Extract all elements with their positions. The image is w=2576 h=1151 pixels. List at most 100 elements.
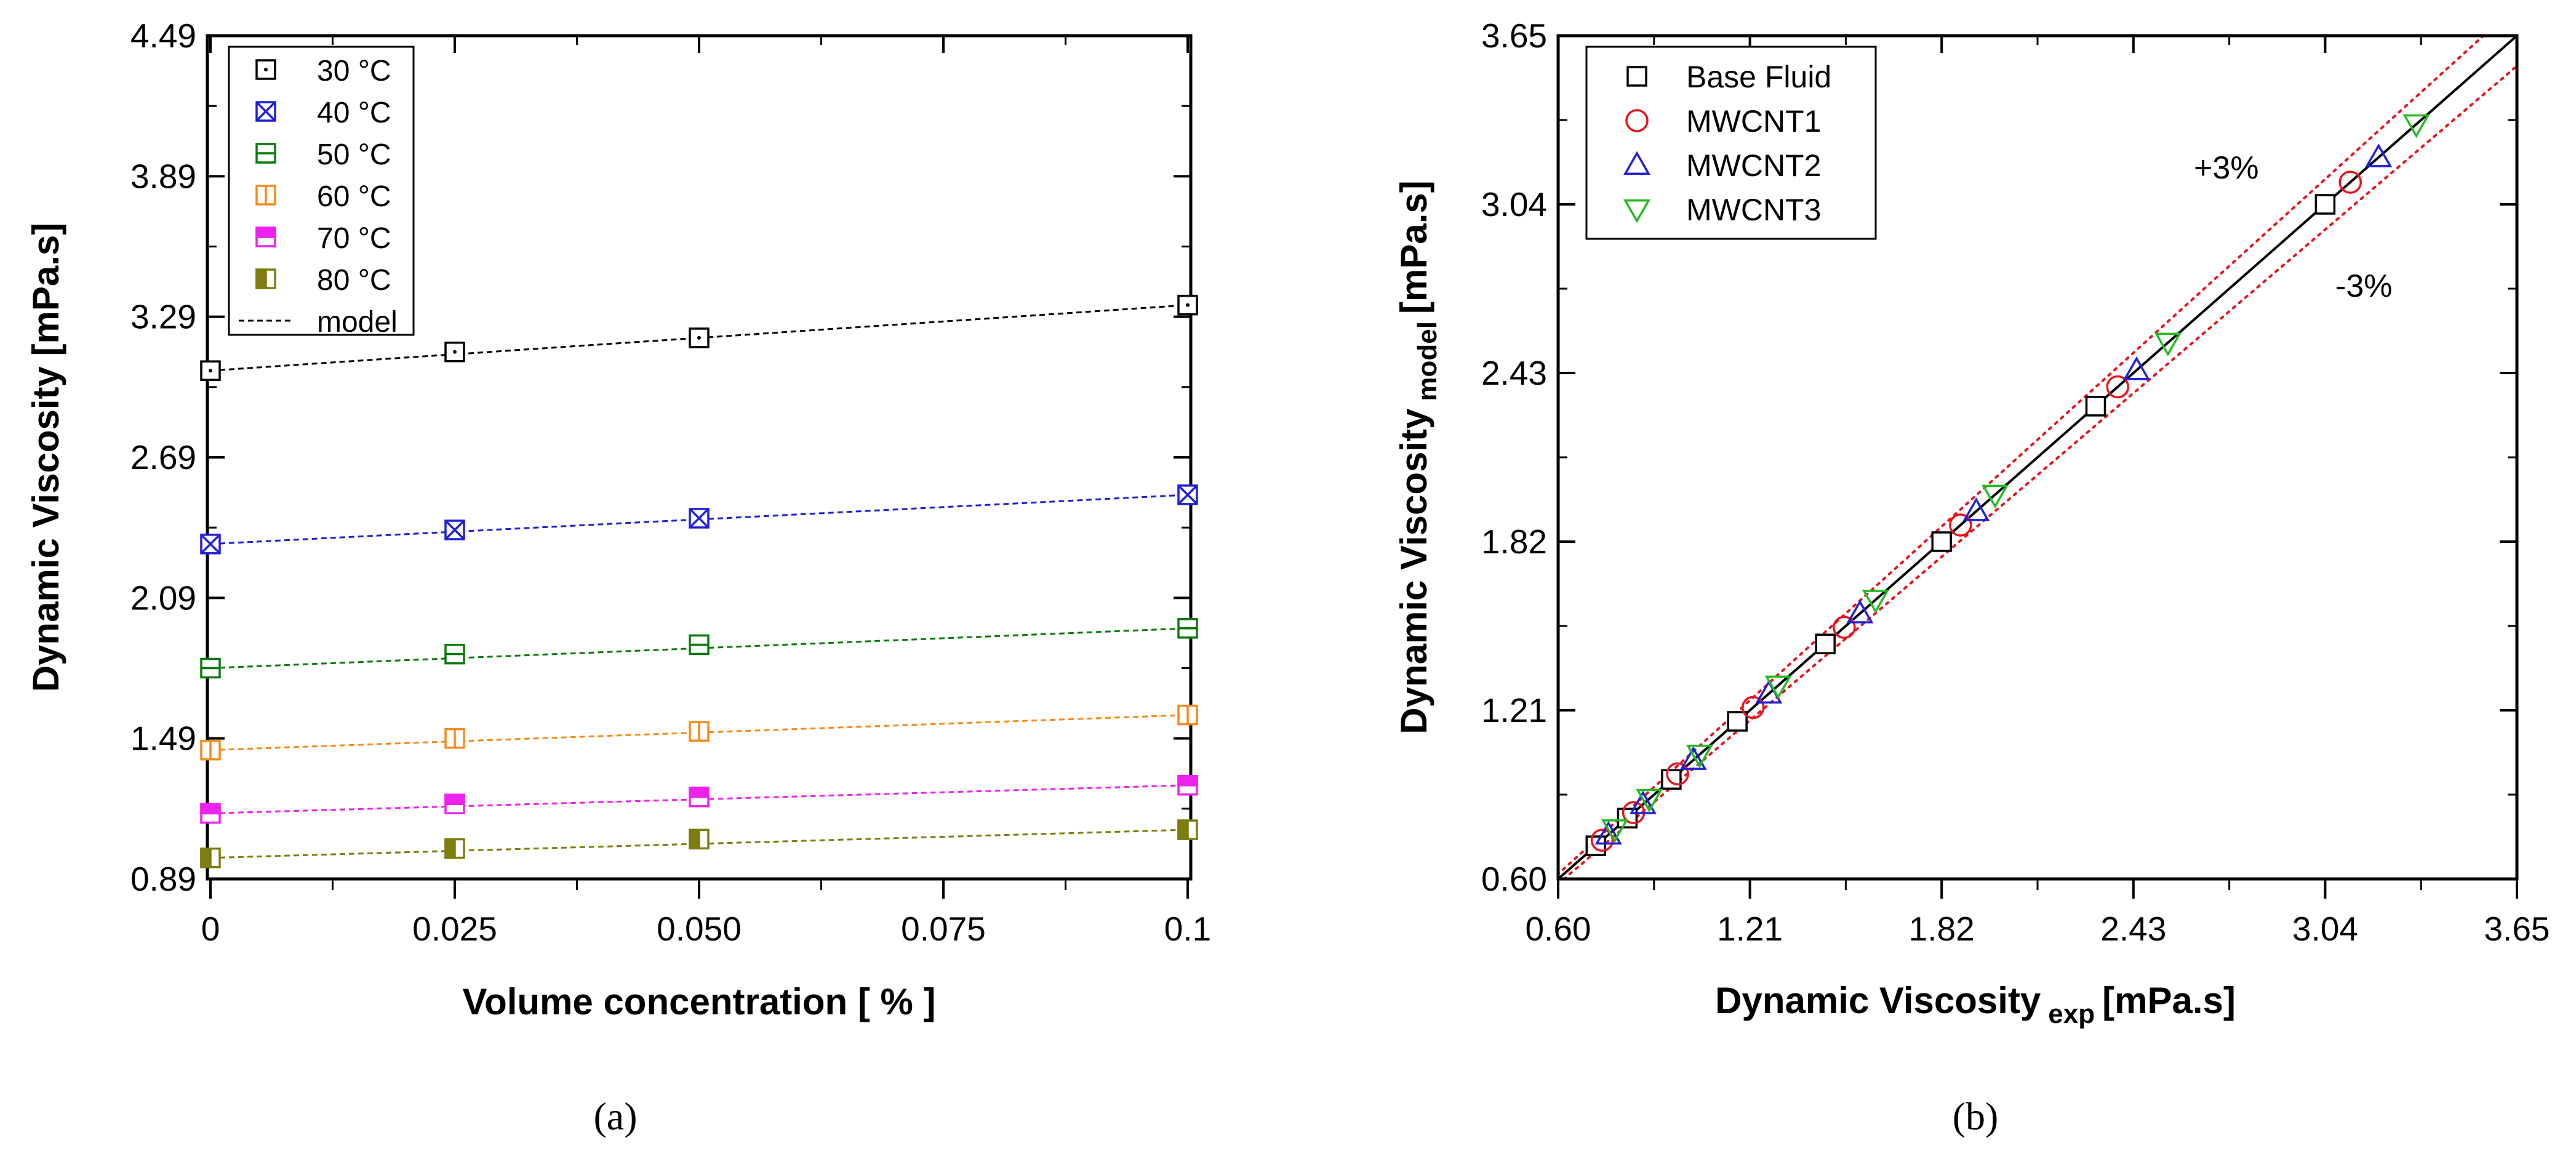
x-tick-label-a: 0.075 [901, 910, 986, 948]
panel-label-a: (a) [593, 1094, 637, 1138]
data-point [1629, 790, 1657, 814]
y-axis-label-b-unit: [mPa.s] [1393, 180, 1434, 314]
marker-triangle [2365, 143, 2393, 167]
marker-square [1617, 808, 1638, 828]
data-point [2122, 356, 2150, 380]
marker-triangle [1686, 744, 1713, 769]
legend-label: MWCNT2 [1686, 148, 1821, 183]
marker-triangle [1601, 819, 1628, 843]
ticks-a: 0.89 1.49 2.09 2.69 3.29 3.89 4.49 0 0.025 0.050 0… [130, 17, 1211, 948]
y-tick-label-a: 1.49 [130, 720, 196, 758]
legend-marker [255, 59, 276, 80]
data-point [1177, 775, 1198, 796]
data-point [200, 657, 221, 679]
model-line [210, 627, 1188, 669]
marker-triangle [1962, 497, 1990, 521]
y-axis-label-b: Dynamic Viscosity model [mPa.s] [1393, 180, 1442, 734]
x-tick-label-b: 0.60 [1525, 910, 1591, 948]
model-line [210, 784, 1188, 814]
marker-fill [255, 268, 267, 289]
data-point [444, 643, 465, 665]
legend-marker [1623, 151, 1651, 175]
y-tick-label-b: 0.60 [1481, 860, 1547, 898]
x-tick-label-a: 0 [201, 910, 220, 948]
marker-circle [2106, 375, 2130, 399]
data-point [1931, 531, 1952, 552]
marker-fill [200, 848, 212, 868]
data-point [1982, 484, 2009, 509]
marker-dot [453, 350, 457, 354]
data-point [1601, 819, 1628, 843]
y-tick-label-b: 3.65 [1481, 17, 1547, 55]
band-label-plus: +3% [2194, 150, 2259, 186]
legend-marker [1625, 109, 1649, 132]
legend-b: Base Fluid MWCNT1 MWCNT2 MWCNT3 [1585, 46, 1877, 240]
y-axis-label-b-main: Dynamic Viscosity [1393, 408, 1434, 734]
plot-area-frame-b [1556, 34, 2519, 881]
y-tick-label-a: 4.49 [130, 17, 196, 55]
marker-fill [1177, 775, 1198, 787]
x-axis-label-b-unit: [mPa.s] [2102, 980, 2236, 1021]
data-point [1949, 513, 1972, 537]
marker-triangle [1679, 746, 1707, 770]
marker-triangle [1629, 790, 1657, 814]
legend-label: Base Fluid [1686, 60, 1831, 94]
model-line [210, 828, 1188, 859]
y-tick-label-b: 1.82 [1481, 523, 1547, 561]
data-point [200, 739, 221, 761]
y-tick-label-a: 2.69 [130, 438, 196, 476]
marker-triangle [2402, 114, 2430, 138]
marker-dot [264, 68, 268, 71]
tolerance-band-line [1562, 64, 2517, 879]
marker-cross [689, 508, 710, 529]
data-point [2365, 143, 2393, 167]
data-point [1862, 590, 1889, 614]
data-point [200, 803, 221, 824]
marker-fill [689, 787, 710, 798]
marker-square [1661, 769, 1682, 790]
legend-label: 80 °C [317, 264, 391, 297]
marker-fill [444, 793, 465, 805]
marker-triangle [1636, 788, 1663, 813]
data-point [1590, 828, 1614, 852]
marker-triangle [1982, 484, 2009, 509]
marker-circle [1741, 696, 1765, 720]
legend-marker [1626, 66, 1647, 87]
legend-label: MWCNT3 [1686, 193, 1821, 227]
marker-square [2314, 194, 2336, 215]
y-tick-label-a: 2.09 [130, 579, 196, 617]
data-point [2314, 194, 2336, 215]
y-axis-label-b-sub: model [1412, 321, 1442, 401]
data-point [200, 534, 221, 555]
marker-square [1626, 66, 1647, 87]
y-tick-label-a: 3.89 [130, 157, 196, 195]
legend-marker [255, 101, 276, 122]
x-axis-label-b: Dynamic Viscosity exp [mPa.s] [1715, 980, 2236, 1029]
y-tick-label-a: 3.29 [130, 298, 196, 336]
data-point [444, 793, 465, 814]
x-tick-label-b: 3.65 [2484, 910, 2550, 948]
model-lines-a [210, 304, 1188, 859]
legend-label: 40 °C [317, 97, 391, 129]
x-tick-label-b: 1.21 [1717, 910, 1783, 948]
x-tick-label-b: 1.82 [1909, 910, 1975, 948]
ticks-b: 0.60 1.21 1.82 2.43 3.04 3.65 0.60 1.21 1.82 2.43… [1481, 17, 2550, 948]
legend-marker [255, 268, 276, 289]
x-tick-label-b: 2.43 [2100, 910, 2166, 948]
marker-circle [1949, 513, 1972, 537]
data-point [2106, 375, 2130, 399]
data-point [689, 721, 710, 742]
data-point [444, 342, 465, 363]
marker-cross [1177, 484, 1198, 505]
marker-dot [209, 369, 212, 373]
data-points-b [1585, 114, 2430, 856]
marker-fill [200, 803, 221, 815]
chart-panel-a: 0.89 1.49 2.09 2.69 3.29 3.89 4.49 0 0.025 0.050 0… [25, 17, 1211, 1138]
x-tick-label-b: 3.04 [2292, 910, 2358, 948]
marker-fill [1177, 819, 1189, 840]
data-point [689, 828, 710, 850]
y-tick-label-b: 3.04 [1481, 185, 1547, 223]
data-point [1833, 616, 1856, 639]
data-point [1846, 600, 1874, 624]
